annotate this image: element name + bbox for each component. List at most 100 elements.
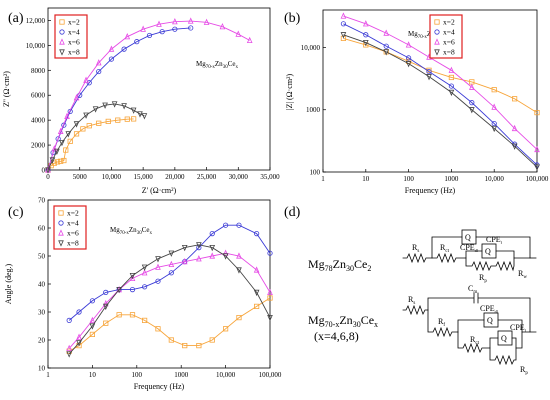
- data-point-x6: [469, 83, 475, 90]
- data-point-x8: [209, 244, 216, 252]
- y-tick-label: 8000: [31, 67, 46, 75]
- panel-c-legend: x=2x=4x=6x=8: [53, 205, 87, 250]
- data-point-x6: [253, 266, 260, 273]
- panel-b: (b) 1 10 100 1000 10,000 100,000 100 1000 10,000…: [284, 9, 549, 195]
- series-line-x4: [68, 224, 271, 321]
- data-point-x8: [66, 351, 73, 358]
- data-point-x4: [96, 68, 102, 75]
- series-line-x8: [68, 244, 271, 355]
- data-point-x2: [155, 326, 161, 332]
- series-line-x8: [343, 34, 538, 168]
- data-point-x4: [55, 136, 61, 142]
- legend-marker-x=6: [59, 38, 65, 45]
- circuit-top-rp-rw-resistors: [465, 257, 515, 272]
- data-point-x8: [59, 139, 65, 147]
- data-point-x6: [511, 124, 518, 132]
- legend-label: x=4: [67, 219, 79, 228]
- series-line-x6: [47, 20, 250, 171]
- panel-c-xlabel: Frequency (Hz): [134, 382, 185, 391]
- circuit-bottom-cpe-f-label: CPEf: [510, 323, 527, 333]
- panel-c-annotation: Mg70-xZn30Cex: [110, 226, 152, 236]
- y-tick-label: 100: [310, 169, 321, 177]
- series-line-x2: [47, 118, 134, 171]
- x-tick-label: 0: [46, 173, 50, 181]
- x-tick-label: 30,000: [229, 173, 249, 181]
- data-point-x6: [534, 145, 540, 153]
- data-point-x8: [54, 148, 60, 155]
- circuit-top-wire-1: [431, 236, 463, 259]
- data-point-x4: [196, 245, 202, 251]
- data-point-x8: [469, 107, 475, 114]
- data-point-x2: [116, 312, 122, 318]
- circuit-top-rs-label: Rs: [412, 243, 419, 254]
- data-point-x6: [57, 127, 64, 134]
- panel-b-ylabel: |Z| (Ω·cm²): [285, 74, 294, 111]
- data-point-x4: [103, 289, 109, 295]
- panel-c: (c) 1 10 100 1000 10,000 100,0001020304050607…: [4, 197, 282, 392]
- legend-label: x=2: [68, 18, 80, 27]
- x-tick-label: 10: [89, 371, 97, 379]
- legend-label: x=6: [68, 38, 80, 47]
- x-tick-label: 100: [132, 371, 143, 379]
- circuit-bottom-cm-capacitor: [427, 292, 531, 333]
- circuit-top-q2-label: Q: [485, 247, 491, 256]
- legend-marker-x=6: [434, 38, 440, 45]
- data-point-x4: [50, 149, 56, 156]
- data-point-x6: [108, 45, 115, 52]
- data-point-x8: [130, 107, 137, 114]
- y-tick-label: 2000: [31, 142, 46, 150]
- data-point-x4: [267, 250, 273, 256]
- data-point-x6: [181, 257, 188, 265]
- x-tick-label: 10,000: [102, 173, 122, 181]
- series-line-x2: [68, 297, 271, 352]
- y-tick-label: 30: [38, 309, 46, 317]
- data-point-x2: [89, 331, 95, 338]
- data-point-x4: [172, 26, 178, 32]
- data-point-x2: [73, 131, 80, 137]
- circuit-top: [402, 229, 537, 272]
- legend-label: x=4: [68, 28, 80, 37]
- series-line-x6: [343, 15, 538, 150]
- data-point-x4: [108, 56, 115, 62]
- data-point-x2: [254, 303, 260, 310]
- x-tick-label: 35,000: [260, 173, 280, 181]
- panel-b-frame: [322, 9, 538, 173]
- data-point-x6: [209, 252, 216, 259]
- data-point-x4: [66, 317, 72, 323]
- data-point-x2: [58, 158, 64, 164]
- legend-marker-x=2: [58, 210, 64, 216]
- data-point-x8: [102, 303, 109, 311]
- y-tick-label: 1000: [306, 106, 321, 114]
- panel-b-xlabel: Frequency (Hz): [405, 186, 456, 195]
- data-point-x8: [222, 253, 229, 260]
- data-point-x2: [129, 312, 136, 318]
- legend-label: x=2: [443, 18, 455, 27]
- data-point-x8: [236, 267, 242, 274]
- data-point-x8: [89, 323, 96, 330]
- x-tick-label: 10: [362, 175, 370, 183]
- x-tick-label: 1: [321, 175, 325, 183]
- data-point-x6: [155, 263, 161, 270]
- panel-c-label: (c): [8, 205, 24, 220]
- data-point-x6: [235, 30, 242, 37]
- data-point-x6: [51, 145, 58, 152]
- legend-label: x=6: [443, 38, 455, 47]
- data-point-x2: [142, 317, 148, 324]
- panel-a-frame: [47, 7, 271, 171]
- x-tick-label: 20,000: [165, 173, 185, 181]
- y-tick-label: 10: [38, 365, 46, 373]
- x-tick-label: 100: [403, 175, 414, 183]
- circuit-top-cpe-f-label: CPEf: [486, 235, 503, 245]
- circuit-top-rs-resistor: [402, 252, 433, 264]
- panel-a-xlabel: Z' (Ω·cm²): [142, 186, 177, 195]
- circuit-bottom-wire-1: [457, 319, 485, 333]
- x-tick-label: 10,000: [216, 371, 236, 379]
- data-point-x2: [512, 96, 518, 102]
- data-point-x2: [491, 87, 497, 93]
- data-point-x6: [246, 36, 253, 43]
- data-point-x6: [219, 23, 226, 30]
- data-point-x2: [105, 118, 111, 124]
- data-point-x2: [103, 320, 109, 326]
- legend-label: x=8: [443, 48, 455, 57]
- data-point-x8: [129, 272, 136, 280]
